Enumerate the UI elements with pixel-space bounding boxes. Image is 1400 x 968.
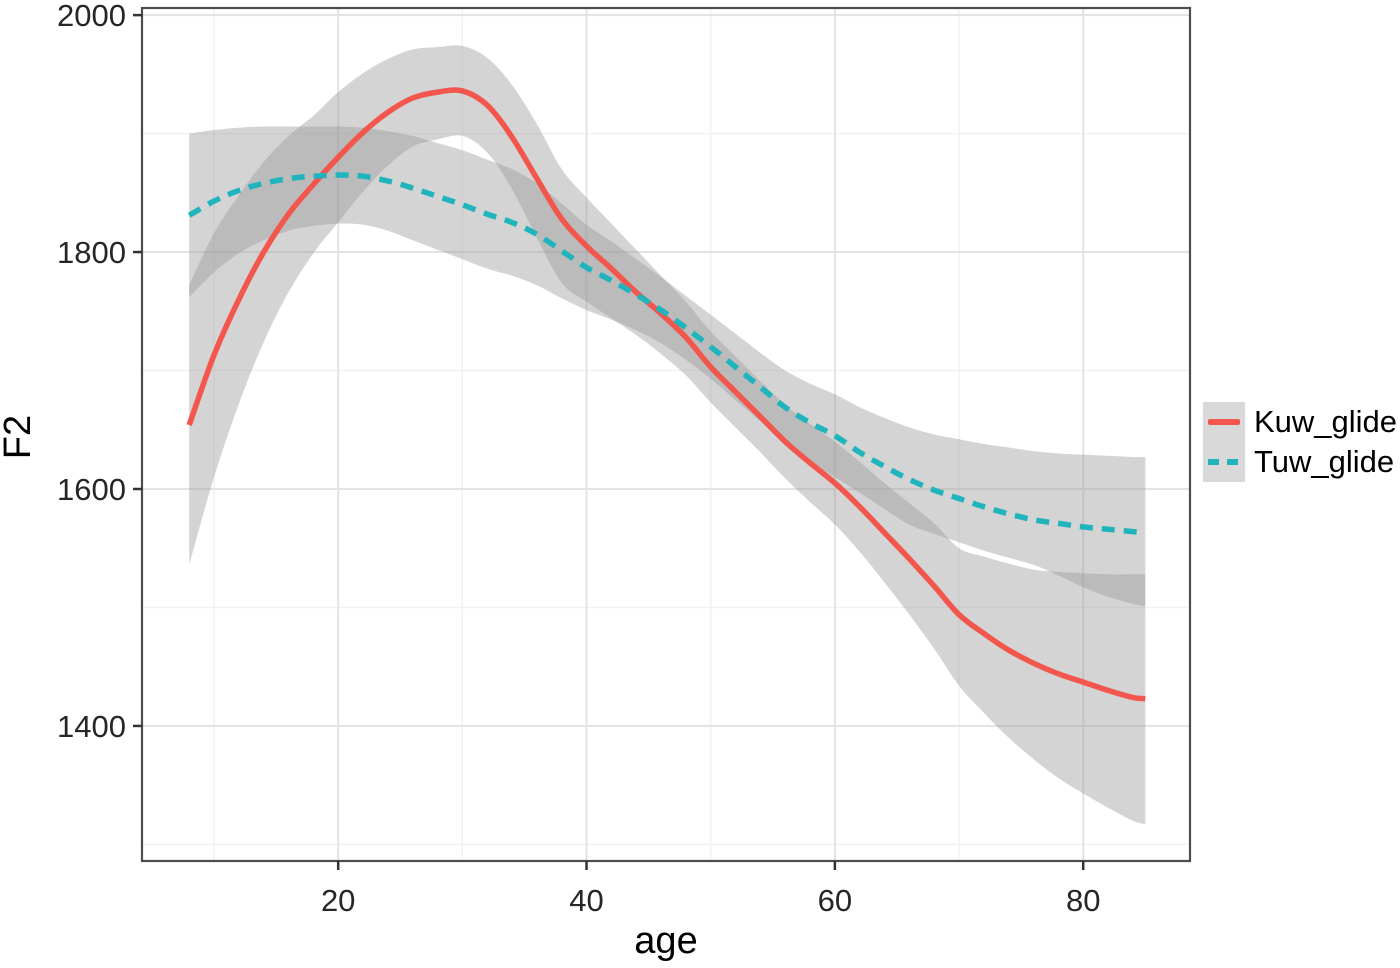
- y-axis-title: F2: [0, 414, 39, 460]
- legend-item-kuw-glide: Kuw_glide: [1203, 402, 1397, 442]
- y-tick-label: 1800: [57, 235, 126, 270]
- legend-key-kuw-glide: [1203, 402, 1245, 442]
- legend-key-tuw-glide: [1203, 442, 1245, 482]
- dashed-line-swatch-icon: [1208, 459, 1240, 465]
- y-tick-label: 2000: [57, 0, 126, 33]
- ribbon-kuw_glide: [189, 45, 1146, 825]
- panel-border: [140, 6, 1192, 863]
- solid-line-swatch-icon: [1208, 419, 1240, 425]
- x-axis-title: age: [634, 920, 698, 962]
- legend-item-tuw-glide: Tuw_glide: [1203, 442, 1397, 482]
- line-tuw_glide: [187, 172, 1146, 536]
- legend: Kuw_glide Tuw_glide: [1203, 402, 1397, 482]
- x-tick-label: 60: [818, 883, 852, 918]
- x-tick-label: 80: [1066, 883, 1100, 918]
- panel-background: [142, 8, 1190, 861]
- legend-label-tuw-glide: Tuw_glide: [1254, 444, 1395, 479]
- line-kuw_glide: [186, 87, 1146, 702]
- legend-label-kuw-glide: Kuw_glide: [1254, 404, 1398, 439]
- ribbon-tuw_glide: [189, 126, 1146, 607]
- y-tick-label: 1400: [57, 709, 126, 744]
- x-tick-label: 40: [569, 883, 603, 918]
- y-tick-label: 1600: [57, 472, 126, 507]
- x-tick-label: 20: [321, 883, 355, 918]
